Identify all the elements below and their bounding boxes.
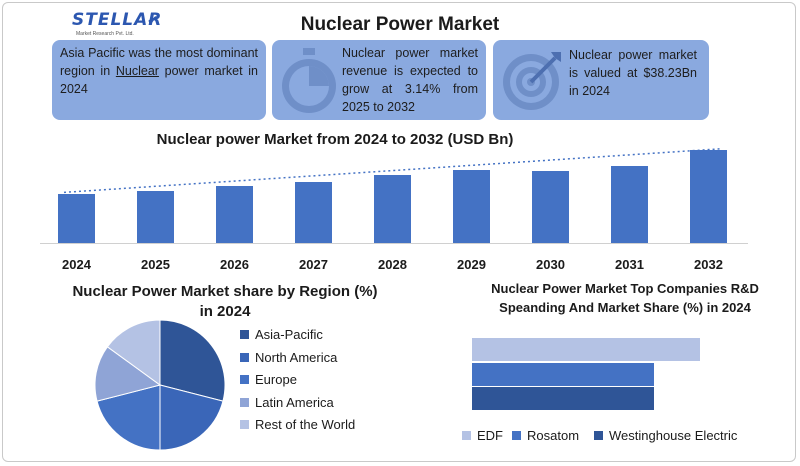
x-tick-label: 2032 — [694, 257, 723, 272]
legend-swatch — [240, 420, 249, 429]
x-tick-label: 2024 — [62, 257, 91, 272]
x-tick-label: 2027 — [299, 257, 328, 272]
pie-legend-item: Rest of the World — [240, 417, 355, 432]
logo-check-icon: ✔ — [147, 12, 159, 28]
rd-legend-item: Westinghouse Electric — [594, 428, 737, 443]
bar-2032 — [690, 149, 727, 243]
legend-swatch — [512, 431, 521, 440]
pie-legend-item: Latin America — [240, 395, 334, 410]
bar-2025 — [137, 191, 174, 243]
legend-swatch — [594, 431, 603, 440]
rd-bar-rosatom — [472, 362, 655, 386]
target-icon — [503, 52, 561, 110]
bar-chart-x-axis — [40, 243, 748, 244]
legend-swatch — [240, 397, 249, 407]
legend-label: Rest of the World — [255, 417, 356, 432]
pie-slice-asia-pacific — [159, 319, 226, 402]
legend-swatch — [462, 431, 471, 440]
legend-label: EDF — [477, 428, 503, 443]
bar-2029 — [453, 170, 490, 243]
pie-slice-north-america — [159, 384, 224, 451]
bar-2024 — [58, 194, 95, 243]
bar-2028 — [374, 175, 411, 243]
x-tick-label: 2029 — [457, 257, 486, 272]
legend-swatch — [240, 352, 249, 362]
rd-legend-item: EDF — [462, 428, 503, 443]
logo-subtext: Market Research Pvt. Ltd. — [76, 31, 134, 37]
card-revenue-growth-text: Nuclear power market revenue is expected… — [342, 46, 478, 114]
bar-chart-title: Nuclear power Market from 2024 to 2032 (… — [156, 131, 514, 148]
legend-swatch — [240, 330, 249, 339]
card-dominant-region: Asia Pacific was the most dominant regio… — [52, 40, 266, 120]
x-tick-label: 2026 — [220, 257, 249, 272]
card-dominant-region-text: Asia Pacific was the most dominant regio… — [60, 46, 258, 96]
pie-slice-latin-america — [94, 346, 162, 402]
legend-label: Europe — [255, 372, 297, 387]
card-market-value: Nuclear power market is valued at $38.23… — [493, 40, 709, 120]
trendline — [63, 147, 723, 194]
pie-slice-europe — [96, 384, 161, 451]
x-tick-label: 2031 — [615, 257, 644, 272]
infographic-frame — [2, 2, 796, 462]
card-market-value-text: Nuclear power market is valued at $38.23… — [569, 48, 697, 98]
page-title: Nuclear Power Market — [300, 14, 500, 35]
x-tick-label: 2028 — [378, 257, 407, 272]
legend-swatch — [240, 375, 249, 384]
pie-legend-item: Asia-Pacific — [240, 327, 323, 342]
rd-bar-edf — [472, 338, 700, 361]
bar-2030 — [532, 171, 569, 243]
bar-2027 — [295, 181, 332, 243]
pie-chart-title: Nuclear Power Market share by Region (%)… — [72, 283, 378, 320]
bar-chart-trendline — [63, 147, 723, 194]
card-revenue-growth: Nuclear power market revenue is expected… — [272, 40, 486, 120]
legend-label: North America — [255, 349, 338, 365]
legend-label: Rosatom — [527, 428, 580, 443]
stopwatch-icon — [282, 48, 336, 113]
rd-legend-item: Rosatom — [512, 428, 579, 443]
legend-label: Asia-Pacific — [255, 327, 323, 342]
rd-bar-westinghouse-electric — [472, 387, 655, 410]
rd-chart-title: Nuclear Power Market Top Companies R&D S… — [491, 281, 759, 315]
legend-label: Westinghouse Electric — [609, 428, 738, 443]
bar-2031 — [611, 166, 648, 243]
pie-chart — [94, 319, 226, 451]
x-tick-label: 2030 — [536, 257, 565, 272]
pie-legend-item: Europe — [240, 372, 297, 387]
stellar-logo: STELLAR ✔ Market Research Pvt. Ltd. — [62, 10, 180, 42]
x-tick-label: 2025 — [141, 257, 170, 272]
logo-text: STELLAR — [72, 10, 163, 30]
pie-legend-item: North America — [240, 350, 337, 365]
bar-2026 — [216, 186, 253, 243]
pie-slice-rest-of-the-world — [106, 319, 161, 386]
legend-label: Latin America — [255, 394, 334, 410]
